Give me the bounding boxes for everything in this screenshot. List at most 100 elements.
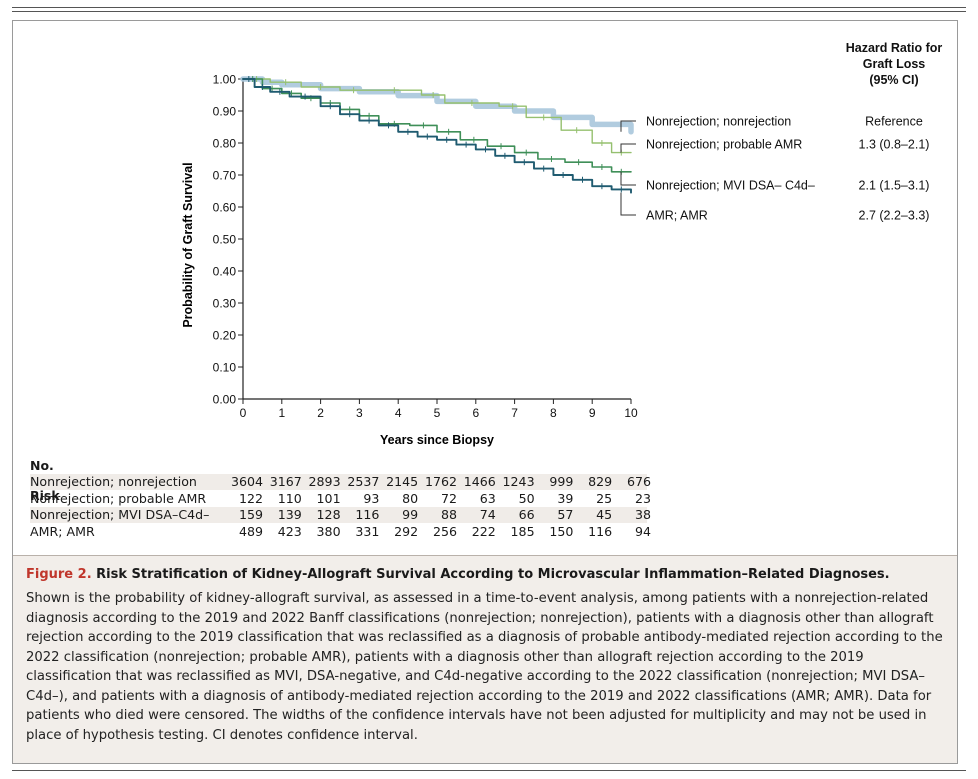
survival-chart: 0.00 0.10 0.20 0.30 0.40 0.50 0.60 0.70 0.80 0.90…	[181, 41, 943, 447]
risk-value: 101	[316, 490, 341, 506]
risk-row: Nonrejection; nonrejection 3604 3167 2893 25…	[30, 474, 651, 490]
risk-value: 93	[363, 490, 380, 506]
risk-value: 99	[402, 507, 419, 522]
risk-value: 829	[588, 474, 613, 489]
survival-curves	[240, 76, 634, 194]
hazard-ratio-value: 1.3 (0.8–2.1)	[859, 137, 930, 151]
x-tick-label: 7	[511, 406, 518, 420]
caption-title: Figure 2. Risk Stratification of Kidney-…	[26, 565, 944, 584]
risk-value: 128	[316, 507, 341, 522]
risk-value: 66	[518, 507, 535, 522]
risk-value: 72	[440, 490, 457, 506]
risk-value: 150	[549, 523, 574, 539]
leader-line	[620, 143, 636, 153]
leader-line	[620, 171, 636, 186]
risk-value: 50	[518, 490, 535, 506]
risk-value: 3167	[269, 474, 302, 489]
risk-value: 45	[596, 507, 613, 522]
x-tick-label: 1	[278, 406, 285, 420]
risk-value: 38	[634, 507, 651, 522]
risk-value: 74	[479, 507, 496, 522]
risk-row-label: Nonrejection; nonrejection	[30, 474, 197, 489]
risk-value: 116	[588, 523, 613, 539]
series-label: Nonrejection; nonrejection	[646, 114, 791, 128]
risk-row: Nonrejection; MVI DSA–C4d– 159 139 128 116 99…	[30, 507, 651, 523]
leader-line	[620, 192, 636, 216]
risk-row: Nonrejection; probable AMR 122 110 101 93 80 7…	[30, 490, 651, 507]
series-line-3	[242, 78, 632, 194]
caption-title-text: Risk Stratification of Kidney-Allograft …	[96, 567, 890, 582]
risk-value: 2893	[308, 474, 341, 489]
hazard-ratio-header: Hazard Ratio for Graft Loss (95% CI)	[846, 41, 943, 87]
y-tick-label: 0.20	[213, 328, 237, 342]
risk-value: 63	[479, 490, 496, 506]
risk-value: 159	[238, 507, 263, 522]
risk-value: 94	[634, 523, 651, 539]
x-tick-label: 8	[550, 406, 557, 420]
y-tick-label: 0.40	[213, 264, 237, 278]
curve-labels: Nonrejection; nonrejection Reference Nonre…	[620, 41, 943, 222]
chart-axes: 0.00 0.10 0.20 0.30 0.40 0.50 0.60 0.70 0.80 0.90…	[213, 72, 638, 420]
risk-value: 185	[510, 523, 535, 539]
bottom-rule	[12, 770, 966, 771]
risk-value: 292	[394, 523, 419, 539]
x-tick-label: 4	[395, 406, 402, 420]
risk-value: 57	[557, 507, 574, 522]
risk-value: 122	[238, 490, 263, 506]
risk-value: 80	[402, 490, 419, 506]
x-tick-label: 0	[240, 406, 247, 420]
risk-value: 116	[355, 507, 380, 522]
series-label: AMR; AMR	[646, 208, 708, 222]
y-tick-label: 0.10	[213, 360, 237, 374]
hazard-ratio-value: 2.7 (2.2–3.3)	[859, 208, 930, 222]
risk-value: 423	[277, 523, 302, 539]
y-tick-label: 0.60	[213, 200, 237, 214]
y-tick-label: 0.30	[213, 296, 237, 310]
x-tick-label: 9	[589, 406, 596, 420]
x-axis-label: Years since Biopsy	[380, 433, 494, 447]
risk-value: 999	[549, 474, 574, 489]
top-rule-2	[12, 11, 966, 12]
risk-row-label: Nonrejection; probable AMR	[30, 490, 207, 506]
risk-value: 256	[432, 523, 457, 539]
risk-value: 676	[626, 474, 651, 489]
risk-value: 1243	[502, 474, 535, 489]
hazard-ratio-value: 2.1 (1.5–3.1)	[859, 178, 930, 192]
y-tick-label: 1.00	[213, 72, 237, 86]
risk-value: 1466	[463, 474, 496, 489]
x-tick-label: 2	[317, 406, 324, 420]
y-tick-label: 0.70	[213, 168, 237, 182]
risk-row-label: AMR; AMR	[30, 523, 95, 539]
series-label: Nonrejection; probable AMR	[646, 137, 802, 151]
risk-value: 25	[596, 490, 613, 506]
risk-row: AMR; AMR 489 423 380 331 292 256 222 185 150 116 94	[30, 523, 651, 540]
x-tick-label: 6	[472, 406, 479, 420]
y-tick-label: 0.50	[213, 232, 237, 246]
risk-value: 489	[238, 523, 263, 539]
y-tick-label: 0.00	[213, 392, 237, 406]
x-tick-label: 3	[356, 406, 363, 420]
leader-line	[620, 120, 636, 132]
risk-value: 139	[277, 507, 302, 522]
figure-caption: Figure 2. Risk Stratification of Kidney-…	[13, 555, 957, 763]
top-rule	[12, 7, 966, 8]
x-tick-label: 10	[624, 406, 638, 420]
risk-value: 23	[634, 490, 651, 506]
series-label: Nonrejection; MVI DSA– C4d–	[646, 178, 815, 192]
risk-value: 380	[316, 523, 341, 539]
risk-value: 2145	[386, 474, 419, 489]
risk-value: 110	[277, 490, 302, 506]
risk-value: 1762	[424, 474, 457, 489]
risk-row-label: Nonrejection; MVI DSA–C4d–	[30, 507, 210, 522]
risk-value: 88	[440, 507, 457, 522]
caption-body: Shown is the probability of kidney-allog…	[26, 591, 943, 743]
figure-frame	[12, 20, 958, 764]
caption-figure-label: Figure 2.	[26, 567, 92, 582]
y-tick-label: 0.80	[213, 136, 237, 150]
series-line-1	[242, 78, 632, 154]
x-tick-label: 5	[434, 406, 441, 420]
risk-value: 39	[557, 490, 574, 506]
y-axis-label: Probability of Graft Survival	[181, 162, 195, 327]
y-tick-label: 0.90	[213, 104, 237, 118]
hazard-ratio-value: Reference	[865, 114, 923, 128]
